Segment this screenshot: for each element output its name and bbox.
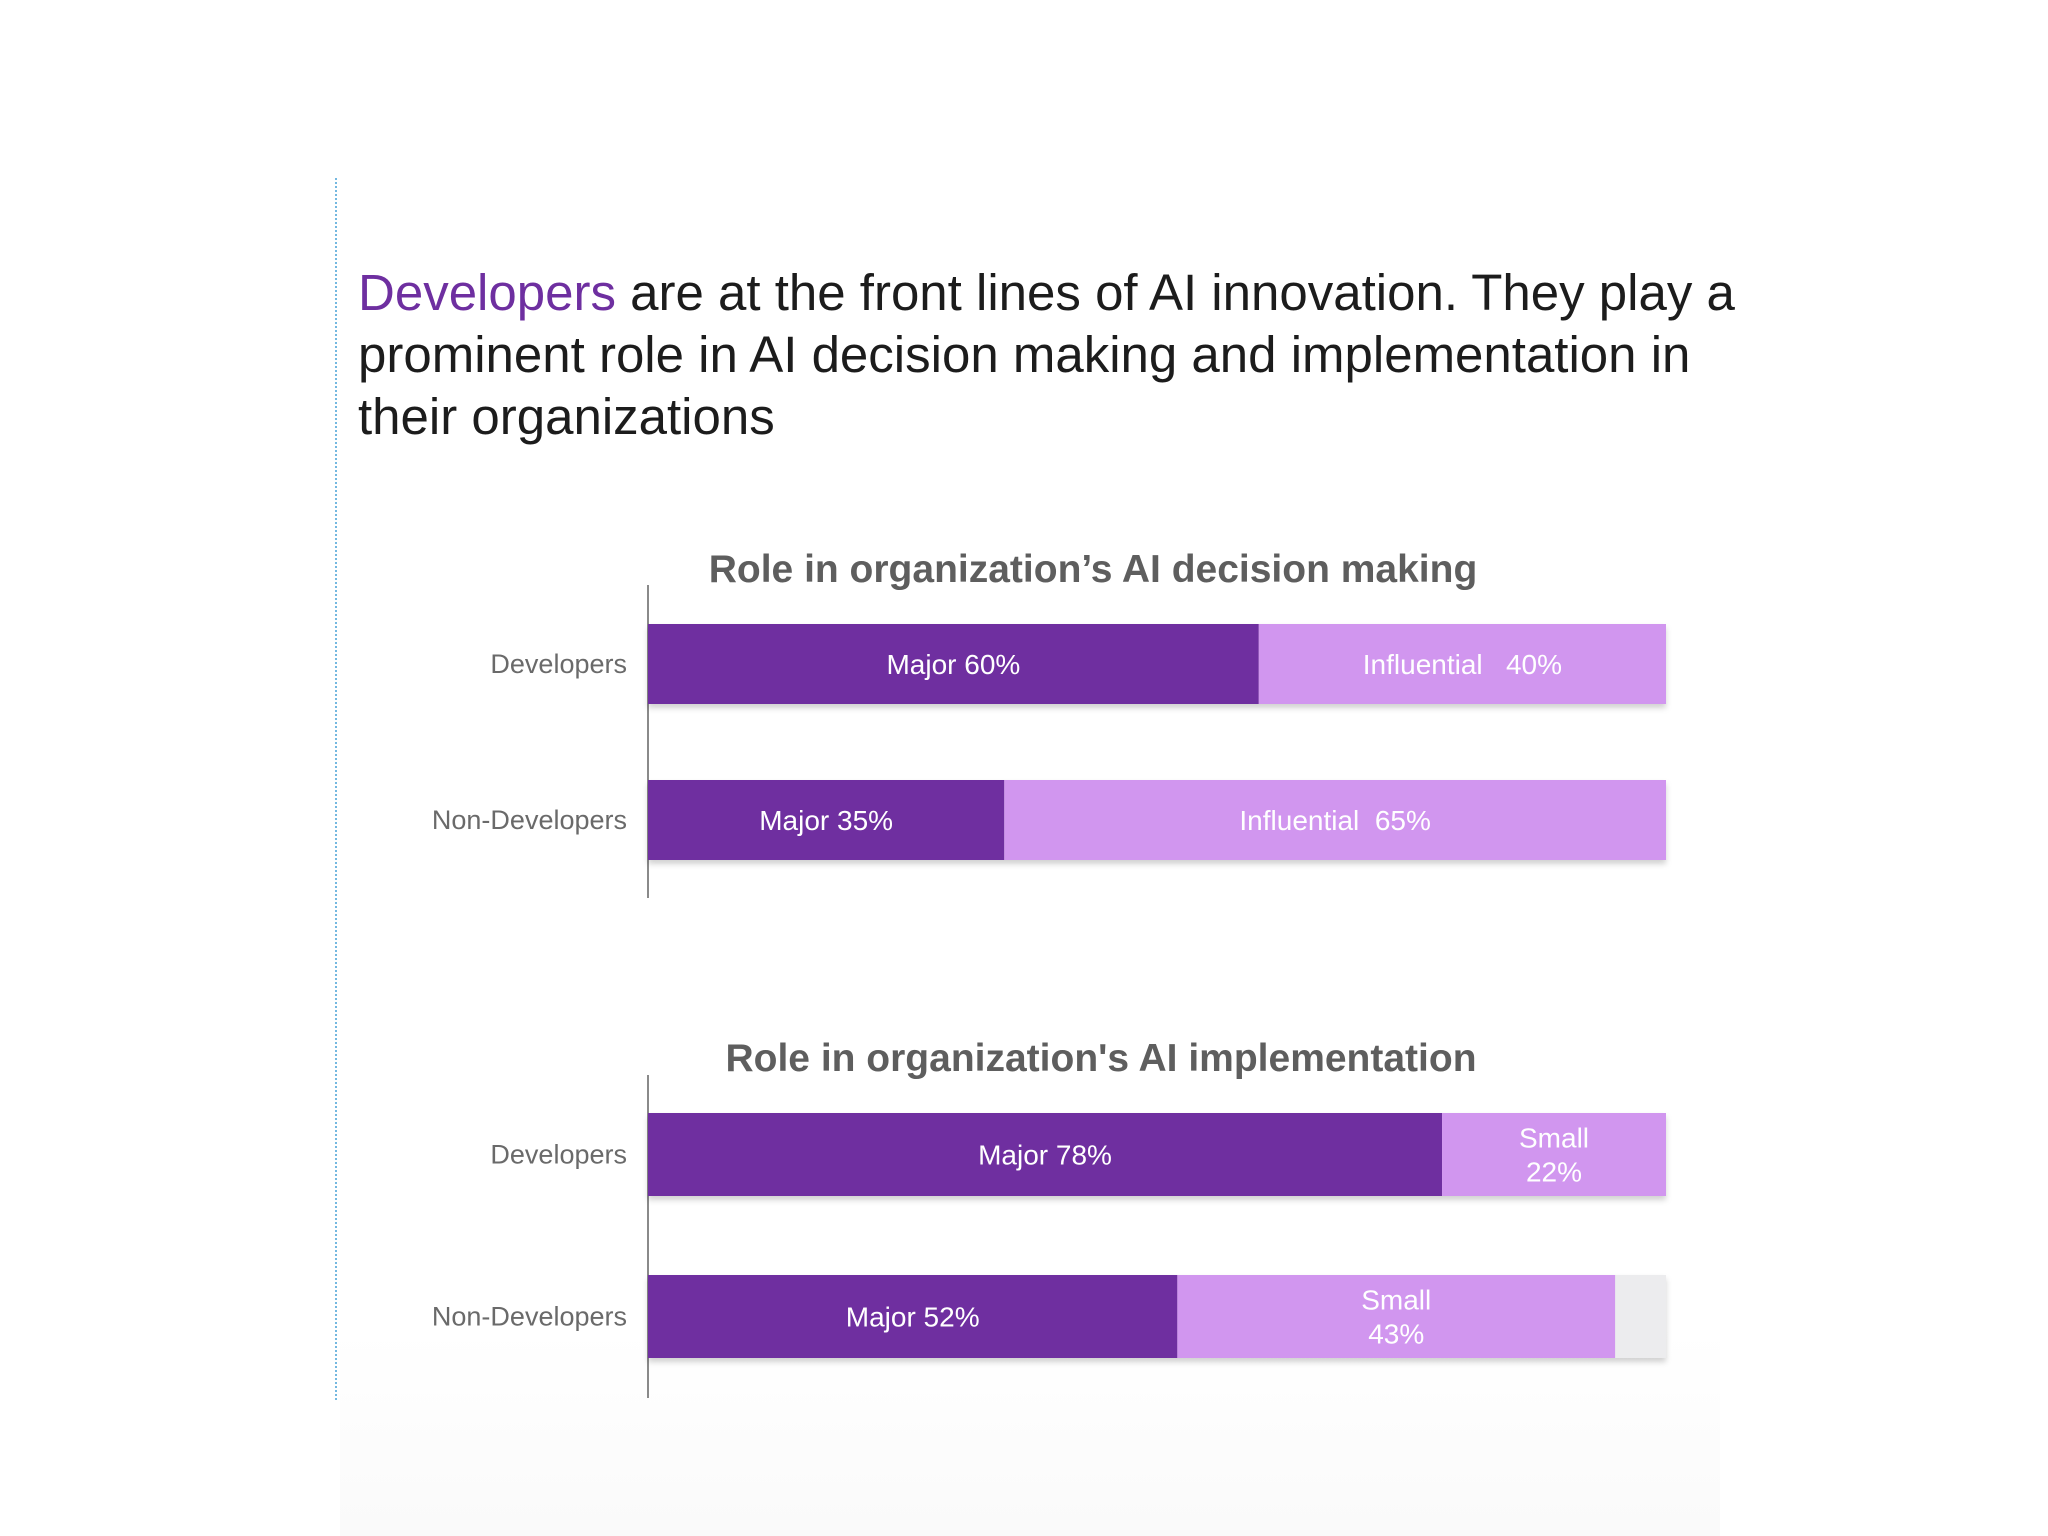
chart-2-bar-major [648,1113,1443,1196]
chart-1-data-label: Major 60% [886,649,1020,680]
chart-2-data-label: Major 52% [846,1302,980,1333]
chart-2-bar-small [1442,1113,1666,1196]
chart-2-data-label: Small [1361,1285,1431,1316]
chart-1-category-label: Non-Developers [432,805,627,835]
left-divider-rule [335,178,337,1400]
chart-2-bar-small [1177,1275,1616,1358]
chart-2-data-label: Small [1519,1123,1589,1154]
chart-1-category-label: Developers [490,649,627,679]
chart-2-data-label: 22% [1526,1157,1582,1188]
headline-accent: Developers [358,264,616,321]
page-background-fade [340,1330,1720,1536]
chart-1-title: Role in organization’s AI decision makin… [709,548,1478,591]
chart-2-category-label: Non-Developers [432,1302,627,1332]
chart-2-category-label: Developers [490,1140,627,1170]
chart-1-bar-influential [1258,624,1666,704]
chart-1-data-label: Influential 40% [1363,649,1562,680]
chart-1-bar-influential [1004,780,1666,860]
chart-1-data-label: Influential 65% [1239,805,1430,836]
chart-2-title: Role in organization's AI implementation [725,1037,1476,1080]
chart-1-data-label: Major 35% [759,805,893,836]
chart-2-bar-major [648,1275,1178,1358]
page-headline: Developers are at the front lines of AI … [358,262,1798,448]
chart-1-bar-major [648,780,1005,860]
chart-2-data-label: Major 78% [978,1140,1112,1171]
chart-2-data-label: 43% [1368,1319,1424,1350]
headline-rest: are at the front lines of AI innovation.… [358,264,1735,445]
chart-1-bar-major [648,624,1259,704]
